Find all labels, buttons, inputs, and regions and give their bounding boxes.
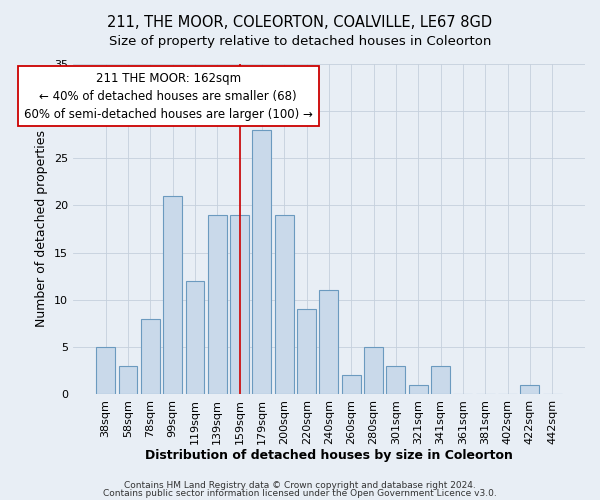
Bar bbox=[185, 281, 205, 394]
Bar bbox=[163, 196, 182, 394]
Bar bbox=[253, 130, 271, 394]
Bar bbox=[275, 215, 294, 394]
Bar bbox=[386, 366, 406, 394]
Y-axis label: Number of detached properties: Number of detached properties bbox=[35, 130, 49, 328]
Text: Contains HM Land Registry data © Crown copyright and database right 2024.: Contains HM Land Registry data © Crown c… bbox=[124, 480, 476, 490]
Bar bbox=[431, 366, 450, 394]
Bar bbox=[297, 309, 316, 394]
Text: Size of property relative to detached houses in Coleorton: Size of property relative to detached ho… bbox=[109, 35, 491, 48]
Bar bbox=[208, 215, 227, 394]
Bar bbox=[364, 347, 383, 394]
Bar bbox=[342, 375, 361, 394]
Bar bbox=[96, 347, 115, 394]
Text: 211, THE MOOR, COLEORTON, COALVILLE, LE67 8GD: 211, THE MOOR, COLEORTON, COALVILLE, LE6… bbox=[107, 15, 493, 30]
Text: Contains public sector information licensed under the Open Government Licence v3: Contains public sector information licen… bbox=[103, 489, 497, 498]
X-axis label: Distribution of detached houses by size in Coleorton: Distribution of detached houses by size … bbox=[145, 450, 513, 462]
Bar bbox=[119, 366, 137, 394]
Text: 211 THE MOOR: 162sqm
← 40% of detached houses are smaller (68)
60% of semi-detac: 211 THE MOOR: 162sqm ← 40% of detached h… bbox=[24, 72, 313, 120]
Bar bbox=[141, 318, 160, 394]
Bar bbox=[520, 384, 539, 394]
Bar bbox=[230, 215, 249, 394]
Bar bbox=[319, 290, 338, 394]
Bar bbox=[409, 384, 428, 394]
